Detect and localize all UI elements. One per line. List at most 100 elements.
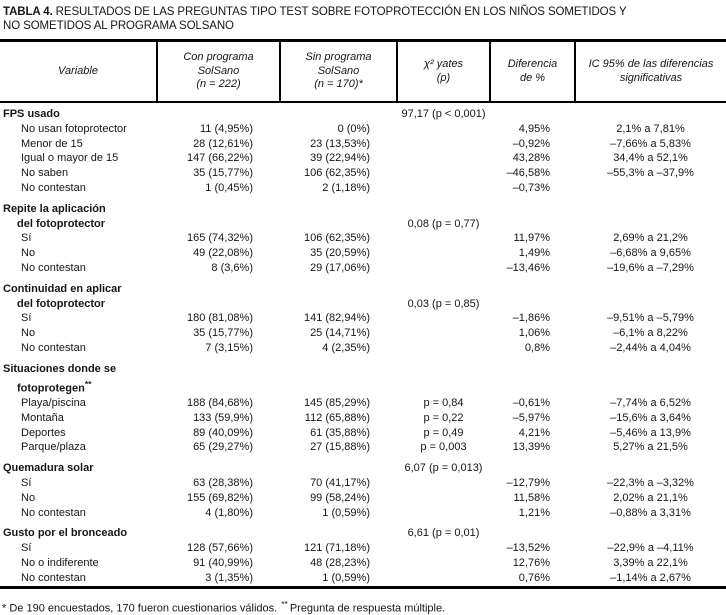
cell-con: 11 (4,95%) xyxy=(200,122,253,135)
cell-var: No contestan xyxy=(21,341,86,354)
cell-sin: 1 (0,59%) xyxy=(322,571,370,584)
cell-dif: –1,86% xyxy=(512,312,550,325)
cell-ic: –7,66% a 5,83% xyxy=(610,137,691,150)
cell-con: 155 (69,82%) xyxy=(186,491,253,504)
section-label-line: fotoprotegen** xyxy=(3,377,157,396)
cell-sin: 23 (13,53%) xyxy=(310,137,370,150)
data-row: Sí 180 (81,08%) 141 (82,94%) –1,86% –9,51% a… xyxy=(0,311,726,326)
cell-con: 35 (15,77%) xyxy=(193,327,253,340)
cell-var: Sí xyxy=(21,476,32,489)
cell-con: 188 (84,68%) xyxy=(186,397,253,409)
cell-chi xyxy=(397,181,490,196)
cell-ic: –15,6% a 3,64% xyxy=(610,411,691,424)
cell-sin: 25 (14,71%) xyxy=(310,327,370,340)
section-label-text: Repite la aplicación xyxy=(3,202,106,215)
cell-dif: –0,73% xyxy=(512,181,550,194)
cell-con: 28 (12,61%) xyxy=(193,137,253,150)
section-label-cell: Situaciones donde se fotoprotegen** xyxy=(0,356,157,396)
cell-sin: 141 (82,94%) xyxy=(303,312,370,325)
cell-ic: –6,68% a 9,65% xyxy=(610,247,691,260)
cell-ic: –1,14% a 2,67% xyxy=(610,571,691,584)
cell-con: 35 (15,77%) xyxy=(193,167,253,180)
cell-var: Parque/plaza xyxy=(21,441,86,454)
cell-con: 4 (1,80%) xyxy=(205,506,253,519)
section-label-text: Situaciones donde se xyxy=(3,362,117,375)
column-header-chi2-yates: χ² yates (p) xyxy=(396,40,490,103)
data-row: Sí 63 (28,38%) 70 (41,17%) –12,79% –22,3% a … xyxy=(0,476,726,491)
footnote-marker: ** xyxy=(84,378,92,389)
column-header-line: SolSano xyxy=(317,64,360,77)
cell-dif: 1,49% xyxy=(518,247,550,260)
footnote-part2: Pregunta de respuesta múltiple. xyxy=(289,602,446,615)
cell-dif: 1,21% xyxy=(518,506,550,519)
cell-dif: 0,76% xyxy=(518,571,550,584)
data-row: Sí 165 (74,32%) 106 (62,35%) 11,97% 2,69% a … xyxy=(0,231,726,246)
section-cell-dif xyxy=(490,102,575,122)
column-header-line: significativas xyxy=(619,71,683,84)
section-cell-chi: 6,61 (p = 0,01) xyxy=(407,527,480,540)
section-cell-con xyxy=(157,276,280,312)
section-cell-ic xyxy=(575,276,726,312)
cell-sin: 112 (65,88%) xyxy=(304,411,370,424)
section-cell-ic xyxy=(575,520,726,541)
cell-sin: 27 (15,88%) xyxy=(310,441,370,454)
cell-chi xyxy=(397,261,490,276)
cell-chi xyxy=(397,326,490,341)
section-label-cell: Continuidad en aplicar del fotoprotector xyxy=(0,276,157,312)
cell-var: No o indiferente xyxy=(21,556,99,569)
cell-dif: –13,52% xyxy=(506,542,550,555)
column-header-line: Con programa xyxy=(183,51,254,64)
cell-chi xyxy=(397,122,490,137)
cell-sin: 106 (62,35%) xyxy=(303,232,370,245)
section-header-row: Quemadura solar 6,07 (p = 0,013) xyxy=(0,455,726,476)
data-row: No 49 (22,08%) 35 (20,59%) 1,49% –6,68% a 9,… xyxy=(0,246,726,261)
cell-con: 165 (74,32%) xyxy=(186,232,253,245)
column-header-line: χ² yates xyxy=(423,58,463,70)
column-header-line: (n = 170)* xyxy=(314,78,363,91)
cell-chi xyxy=(397,137,490,152)
cell-con: 63 (28,38%) xyxy=(193,476,253,489)
section-cell-dif xyxy=(490,276,575,312)
results-table: Variable Con programa SolSano (n = 222) Sin … xyxy=(0,39,726,589)
data-row: No 35 (15,77%) 25 (14,71%) 1,06% –6,1% a 8,2… xyxy=(0,326,726,341)
cell-ic: –19,6% a –7,29% xyxy=(607,261,694,274)
data-row: Montaña 133 (59,9%) 112 (65,88%) p = 0,22 –5… xyxy=(0,411,726,426)
cell-ic: –22,9% a –4,11% xyxy=(607,542,694,555)
cell-con: 147 (66,22%) xyxy=(186,152,253,165)
cell-var: Sí xyxy=(21,312,32,325)
section-label-line: Repite la aplicación xyxy=(3,202,157,217)
cell-chi xyxy=(397,541,490,556)
cell-chi xyxy=(397,151,490,166)
data-row: No usan fotoprotector 11 (4,95%) 0 (0%) 4,9… xyxy=(0,122,726,137)
section-cell-sin xyxy=(280,102,397,122)
section-label-text: FPS usado xyxy=(3,108,60,120)
cell-ic xyxy=(575,181,726,196)
cell-chi: p = 0,22 xyxy=(423,411,464,424)
section-label-text: Gusto por el bronceado xyxy=(3,527,128,540)
cell-chi: p = 0,84 xyxy=(423,397,464,409)
cell-dif: 43,28% xyxy=(512,152,550,165)
data-row: Menor de 15 28 (12,61%) 23 (13,53%) –0,92% –… xyxy=(0,137,726,152)
data-row: No contestan 4 (1,80%) 1 (0,59%) 1,21% –0,88… xyxy=(0,506,726,521)
section-cell-sin xyxy=(280,276,397,312)
cell-ic: 2,1% a 7,81% xyxy=(616,122,685,135)
cell-con: 91 (40,99%) xyxy=(193,556,253,569)
section-header-row: FPS usado 97,17 (p < 0,001) xyxy=(0,102,726,122)
cell-chi xyxy=(397,311,490,326)
data-row: No contestan 8 (3,6%) 29 (17,06%) –13,46% –1… xyxy=(0,261,726,276)
cell-con: 180 (81,08%) xyxy=(186,312,253,325)
cell-chi xyxy=(397,476,490,491)
cell-sin: 99 (58,24%) xyxy=(310,491,370,504)
section-label-line: Continuidad en aplicar xyxy=(3,282,157,297)
section-cell-ic xyxy=(575,196,726,232)
cell-con: 3 (1,35%) xyxy=(205,571,253,584)
cell-ic: 3,39% a 22,1% xyxy=(613,556,688,569)
data-row: Playa/piscina 188 (84,68%) 145 (85,29%) p =… xyxy=(0,396,726,411)
cell-var: No contestan xyxy=(21,506,86,519)
cell-dif: –46,58% xyxy=(506,167,550,180)
cell-chi: p = 0,49 xyxy=(423,426,464,439)
section-label-text: fotoprotegen xyxy=(17,382,85,395)
cell-con: 65 (29,27%) xyxy=(193,441,253,454)
column-header-line: de % xyxy=(519,71,546,84)
section-cell-con xyxy=(157,102,280,122)
